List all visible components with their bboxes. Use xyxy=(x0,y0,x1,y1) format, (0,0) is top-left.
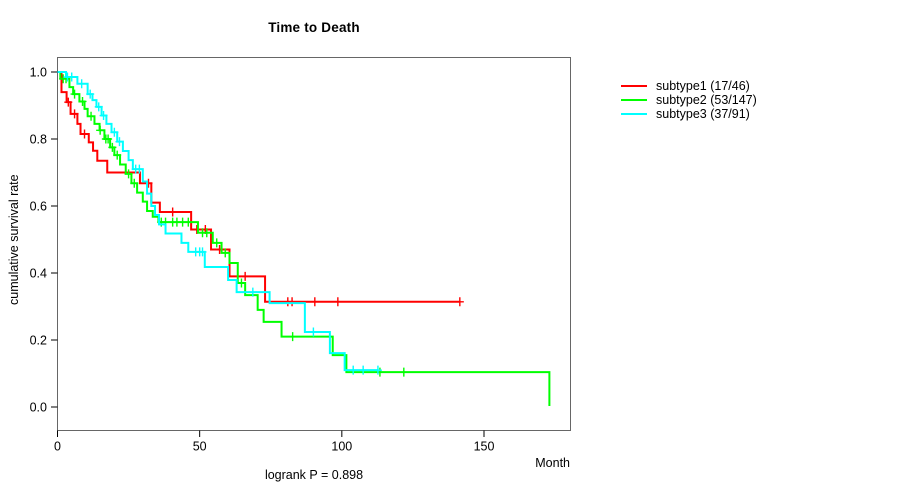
survival-curve-subtype3 xyxy=(57,71,378,372)
legend-label-subtype2: subtype2 (53/147) xyxy=(656,93,757,107)
y-tick-label: 0.0 xyxy=(30,401,47,415)
censor-mark-subtype2 xyxy=(375,367,384,377)
censor-mark-subtype2 xyxy=(221,248,230,258)
survival-curve-subtype2 xyxy=(57,71,551,406)
censor-mark-subtype2 xyxy=(104,134,113,144)
survival-curve-subtype1 xyxy=(57,71,460,303)
censor-mark-subtype2 xyxy=(78,96,87,106)
censor-mark-subtype3 xyxy=(373,365,382,375)
y-tick-label: 0.4 xyxy=(30,267,47,281)
censor-mark-subtype1 xyxy=(288,297,297,307)
censor-mark-subtype2 xyxy=(87,111,96,121)
plot-box xyxy=(57,57,571,431)
legend-swatch-subtype2 xyxy=(621,99,647,101)
x-tick-label: 150 xyxy=(474,440,495,454)
censor-mark-subtype3 xyxy=(77,79,86,89)
censor-mark-subtype2 xyxy=(130,178,139,188)
censor-mark-subtype2 xyxy=(96,125,105,135)
censor-mark-subtype2 xyxy=(184,217,193,227)
censor-mark-subtype2 xyxy=(108,142,117,152)
x-axis-label: Month xyxy=(535,456,570,470)
censor-mark-subtype3 xyxy=(110,127,119,137)
censor-mark-subtype3 xyxy=(86,89,95,99)
censor-mark-subtype1 xyxy=(192,224,201,234)
censor-mark-subtype1 xyxy=(168,207,177,217)
censor-mark-subtype1 xyxy=(80,129,89,139)
censor-mark-subtype3 xyxy=(99,111,108,121)
censor-mark-subtype1 xyxy=(455,297,464,307)
censor-mark-subtype3 xyxy=(94,102,103,112)
legend-swatch-subtype3 xyxy=(621,113,647,115)
legend: subtype1 (17/46) subtype2 (53/147) subty… xyxy=(621,79,757,121)
censor-mark-subtype2 xyxy=(212,238,221,248)
censor-mark-subtype2 xyxy=(113,150,122,160)
legend-label-subtype3: subtype3 (37/91) xyxy=(656,107,750,121)
legend-item-subtype3: subtype3 (37/91) xyxy=(621,107,757,121)
legend-item-subtype1: subtype1 (17/46) xyxy=(621,79,757,93)
y-tick-label: 0.2 xyxy=(30,334,47,348)
censor-mark-subtype3 xyxy=(248,287,257,297)
censor-mark-subtype2 xyxy=(288,332,297,342)
censor-mark-subtype3 xyxy=(198,247,207,257)
censor-mark-subtype1 xyxy=(64,97,73,107)
censor-mark-subtype3 xyxy=(349,365,358,375)
censor-mark-subtype3 xyxy=(309,327,318,337)
censor-mark-subtype1 xyxy=(144,178,153,188)
x-tick-label: 100 xyxy=(331,440,352,454)
censor-mark-subtype3 xyxy=(359,365,368,375)
censor-mark-subtype2 xyxy=(399,367,408,377)
censor-mark-subtype2 xyxy=(202,228,211,238)
censor-mark-subtype3 xyxy=(135,164,144,174)
censor-mark-subtype3 xyxy=(115,137,124,147)
censor-mark-subtype1 xyxy=(310,297,319,307)
censor-mark-subtype2 xyxy=(124,169,133,179)
y-tick-label: 0.6 xyxy=(30,200,47,214)
censor-mark-subtype2 xyxy=(237,278,246,288)
legend-swatch-subtype1 xyxy=(621,85,647,87)
x-tick-label: 0 xyxy=(54,440,61,454)
censor-mark-subtype2 xyxy=(70,89,79,99)
x-tick-label: 50 xyxy=(193,440,207,454)
logrank-annotation: logrank P = 0.898 xyxy=(264,468,364,482)
censor-mark-subtype1 xyxy=(70,109,79,119)
y-tick-label: 1.0 xyxy=(30,66,47,80)
legend-item-subtype2: subtype2 (53/147) xyxy=(621,93,757,107)
censor-mark-subtype1 xyxy=(333,297,342,307)
chart-title: Time to Death xyxy=(268,20,360,35)
censor-mark-subtype3 xyxy=(67,72,76,82)
censor-mark-subtype1 xyxy=(241,271,250,281)
legend-label-subtype1: subtype1 (17/46) xyxy=(656,79,750,93)
y-tick-label: 0.8 xyxy=(30,133,47,147)
